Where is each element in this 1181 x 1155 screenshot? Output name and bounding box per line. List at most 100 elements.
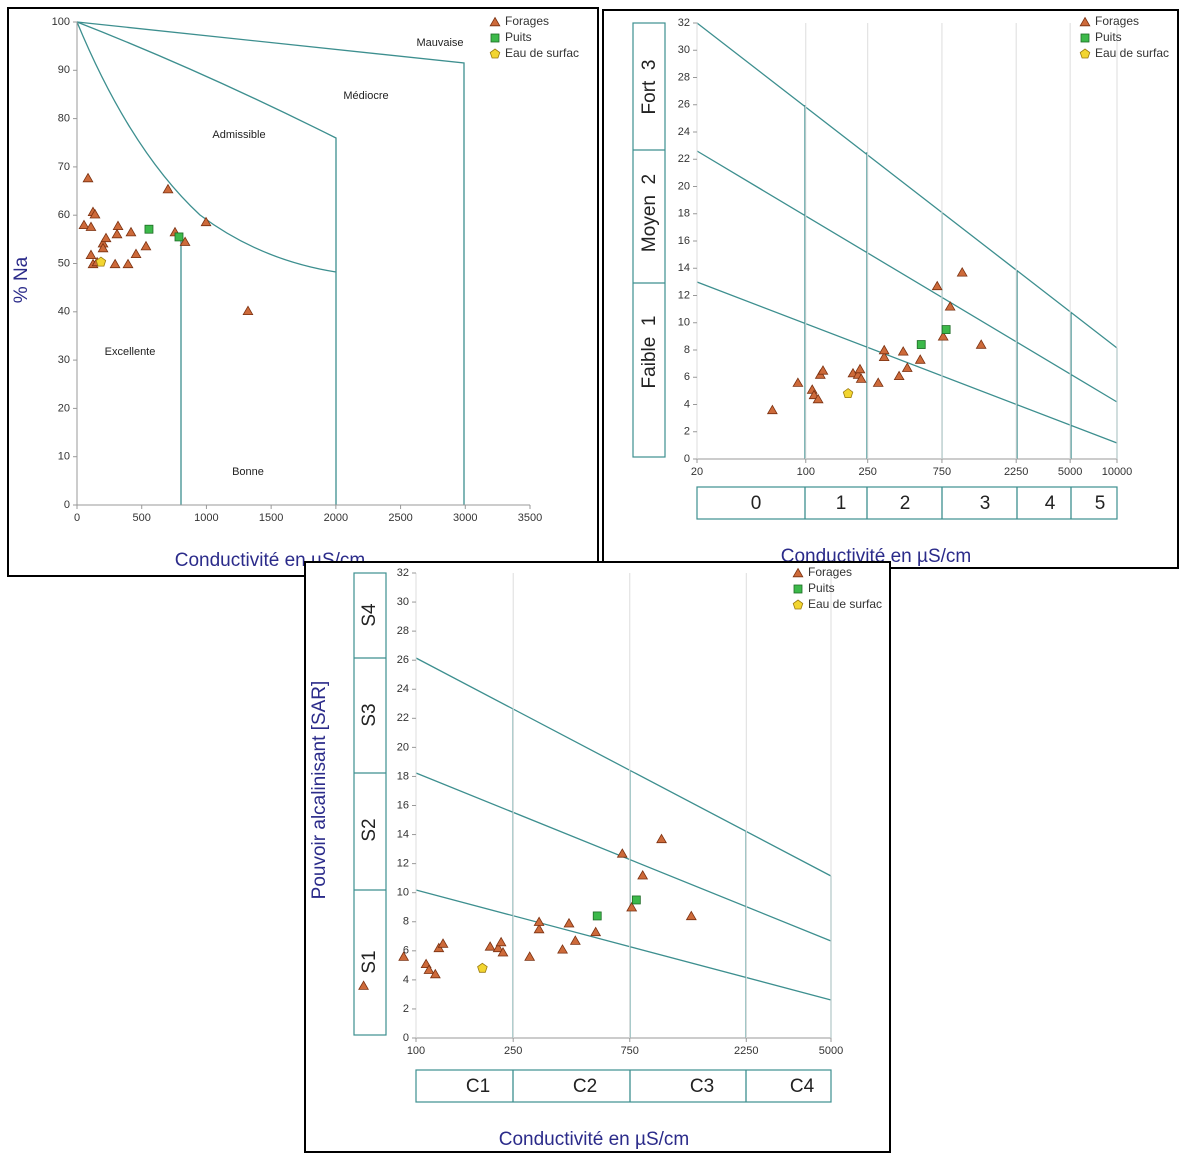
class-label: Moyen 2	[639, 174, 660, 252]
y-tick-label: 2	[684, 426, 690, 438]
y-tick-label: 4	[684, 398, 690, 410]
y-tick-label: 14	[397, 828, 409, 840]
data-point	[766, 404, 778, 415]
frame	[304, 561, 891, 1153]
data-point	[492, 942, 504, 953]
data-point	[100, 232, 112, 243]
legend-label: Forages	[808, 565, 852, 579]
y-tick-label: 0	[64, 499, 70, 511]
class-label: 0	[751, 493, 762, 514]
data-point	[656, 833, 667, 844]
y-tick-label: 30	[678, 44, 690, 56]
data-point	[941, 325, 951, 334]
data-point	[140, 240, 152, 251]
class-label: 1	[836, 493, 847, 514]
y-tick-label: 32	[397, 567, 409, 579]
data-point	[533, 916, 545, 926]
legend-marker	[489, 16, 501, 27]
y-tick-label: 30	[397, 596, 409, 608]
x-tick-label: 2250	[734, 1045, 758, 1057]
y-tick-label: 0	[684, 453, 690, 465]
class-label: C2	[573, 1076, 597, 1097]
y-tick-label: 26	[397, 654, 409, 666]
data-point	[808, 389, 820, 400]
y-tick-label: 24	[397, 683, 409, 695]
class-row	[696, 486, 1118, 520]
data-point	[85, 221, 97, 231]
data-point	[817, 365, 829, 375]
legend-marker	[793, 584, 803, 594]
x-tick-label: 1000	[194, 512, 218, 524]
x-tick-label: 5000	[1058, 466, 1082, 478]
data-point	[590, 926, 602, 937]
y-tick-label: 28	[397, 625, 409, 637]
x-tick-label: 1500	[259, 512, 283, 524]
data-point	[484, 941, 496, 951]
sar-chart: C1 C2 C3 C4 S1 S2 S3 S4 Conductivité en …	[304, 561, 891, 1153]
data-point	[398, 951, 410, 961]
data-point	[854, 363, 866, 374]
data-point	[563, 917, 575, 928]
data-point	[592, 911, 602, 921]
data-point	[914, 354, 926, 364]
y-tick-label: 28	[678, 71, 690, 83]
class-label: S3	[359, 703, 380, 726]
data-point	[812, 393, 824, 404]
class-label: 5	[1095, 493, 1106, 514]
y-tick-label: 100	[52, 16, 70, 28]
richards-chart: 0 1 2 3 4 5 Faible 1 Moyen 2 Fort 3 Cond…	[602, 9, 1179, 569]
data-point	[533, 923, 545, 934]
y-tick-label: 20	[58, 402, 70, 414]
data-point	[112, 220, 124, 231]
x-tick-label: 3000	[453, 512, 477, 524]
x-tick-label: 750	[621, 1045, 639, 1057]
legend-label: Eau de surfac	[808, 597, 882, 611]
legend-label: Puits	[505, 30, 532, 44]
class-dividers	[633, 149, 665, 284]
data-point	[162, 183, 174, 194]
y-axis-label: % Na	[11, 256, 32, 303]
data-point	[122, 258, 134, 269]
y-tick-label: 16	[678, 235, 690, 247]
x-tick-label: 2500	[388, 512, 412, 524]
legend-marker	[792, 599, 804, 610]
y-tick-label: 40	[58, 306, 70, 318]
legend-marker	[489, 48, 501, 59]
data-point	[931, 280, 943, 291]
y-tick-label: 20	[678, 180, 690, 192]
data-point	[109, 258, 121, 269]
data-point	[878, 344, 890, 355]
y-tick-label: 10	[58, 451, 70, 463]
data-point	[82, 172, 94, 183]
class-label: Fort 3	[639, 60, 660, 115]
data-point	[842, 388, 854, 399]
data-point	[878, 351, 890, 362]
y-tick-label: 6	[403, 945, 409, 957]
y-tick-label: 26	[678, 99, 690, 111]
zone-label: Excellente	[105, 346, 156, 358]
data-point	[893, 370, 905, 381]
y-tick-label: 10	[678, 317, 690, 329]
data-point	[85, 249, 97, 260]
data-point	[144, 224, 154, 234]
legend-marker	[1079, 48, 1091, 59]
y-tick-label: 70	[58, 161, 70, 173]
data-point	[792, 377, 804, 387]
data-point	[916, 340, 926, 349]
y-tick-label: 0	[403, 1032, 409, 1044]
y-tick-label: 14	[678, 262, 690, 274]
class-column	[632, 22, 666, 458]
y-tick-label: 24	[678, 126, 690, 138]
data-point	[872, 377, 884, 387]
x-tick-label: 250	[859, 466, 877, 478]
data-point	[111, 228, 123, 239]
frame	[602, 9, 1179, 569]
legend-label: Forages	[1095, 14, 1139, 28]
class-dividers	[804, 487, 1072, 519]
data-point	[901, 362, 913, 372]
data-point	[179, 236, 191, 246]
class-label: Faible 1	[639, 316, 660, 389]
x-tick-label: 500	[133, 512, 151, 524]
legend-label: Forages	[505, 14, 549, 28]
class-label: S1	[359, 950, 380, 973]
